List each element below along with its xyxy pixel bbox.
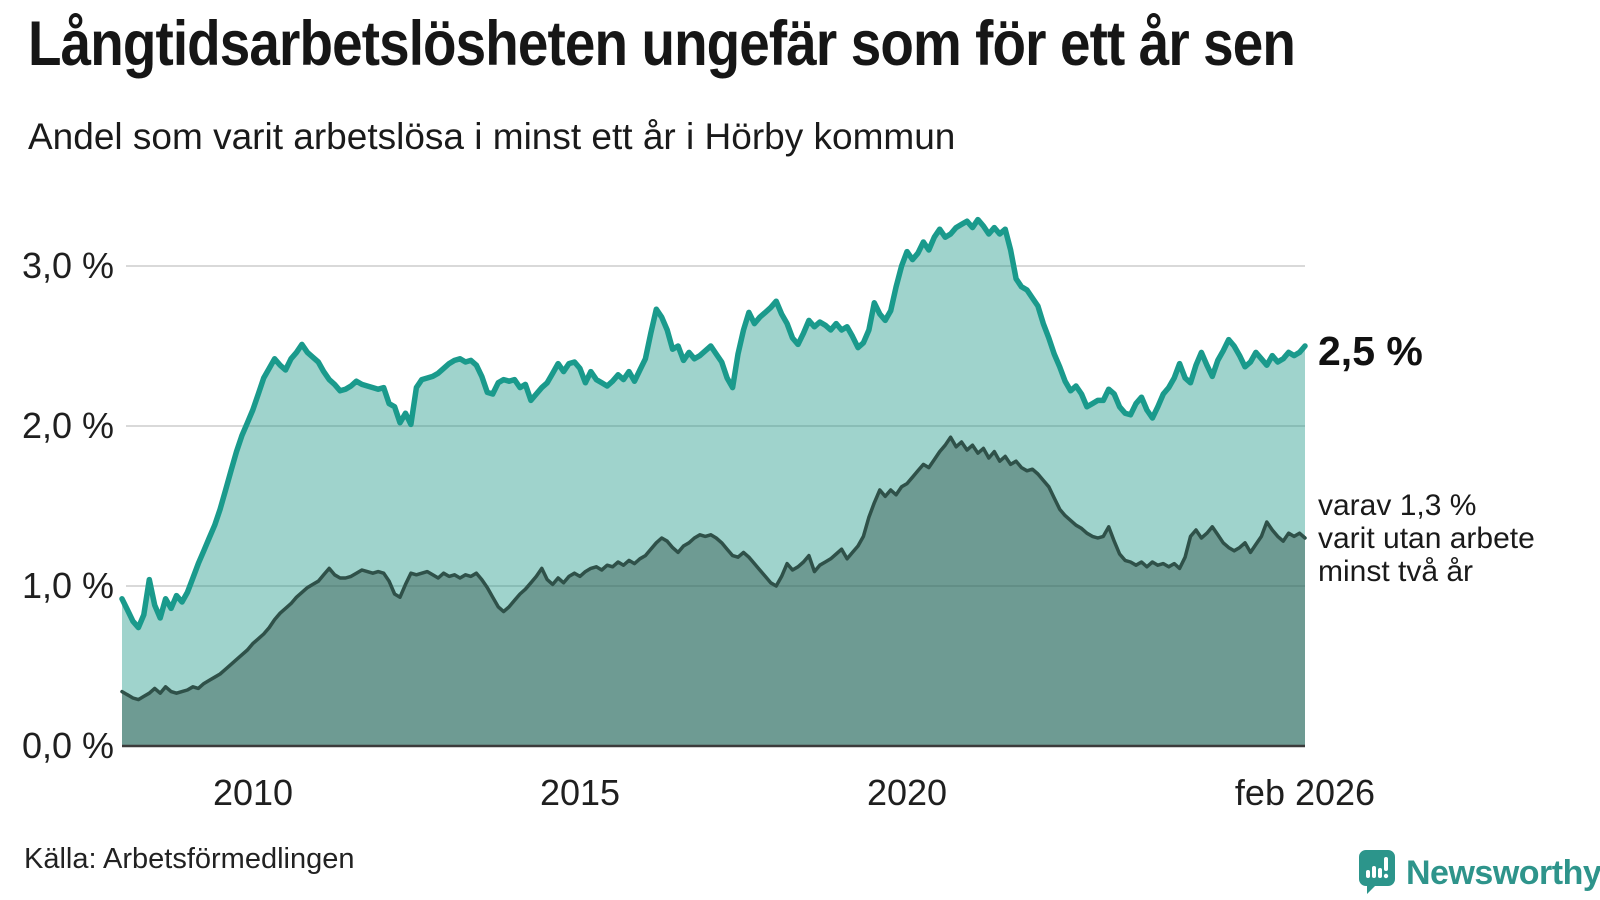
series-annotation: varav 1,3 % varit utan arbete minst två … [1318,489,1535,588]
x-tick-label: feb 2026 [1234,772,1376,813]
x-tick-label: 2020 [866,772,948,813]
newsworthy-wordmark: Newsworthy [1406,854,1600,892]
y-tick-label: 0,0 % [21,725,114,766]
annotation-line-3: minst två år [1318,555,1474,588]
annotation-line-1: varav 1,3 % [1318,489,1477,522]
page-title: Långtidsarbetslösheten ungefär som för e… [28,9,1296,79]
annotation-line-2: varit utan arbete [1318,522,1535,555]
y-tick-label: 3,0 % [21,245,114,286]
source-credit: Källa: Arbetsförmedlingen [24,843,355,875]
newsworthy-bubble-icon [1359,850,1395,894]
y-tick-label: 1,0 % [21,565,114,606]
x-tick-label: 2015 [539,772,621,813]
series-end-value-label: 2,5 % [1318,328,1423,374]
newsworthy-logo: Newsworthy [1358,849,1600,895]
y-tick-label: 2,0 % [21,405,114,446]
x-tick-label: 2010 [212,772,294,813]
page-subtitle: Andel som varit arbetslösa i minst ett å… [28,116,956,157]
